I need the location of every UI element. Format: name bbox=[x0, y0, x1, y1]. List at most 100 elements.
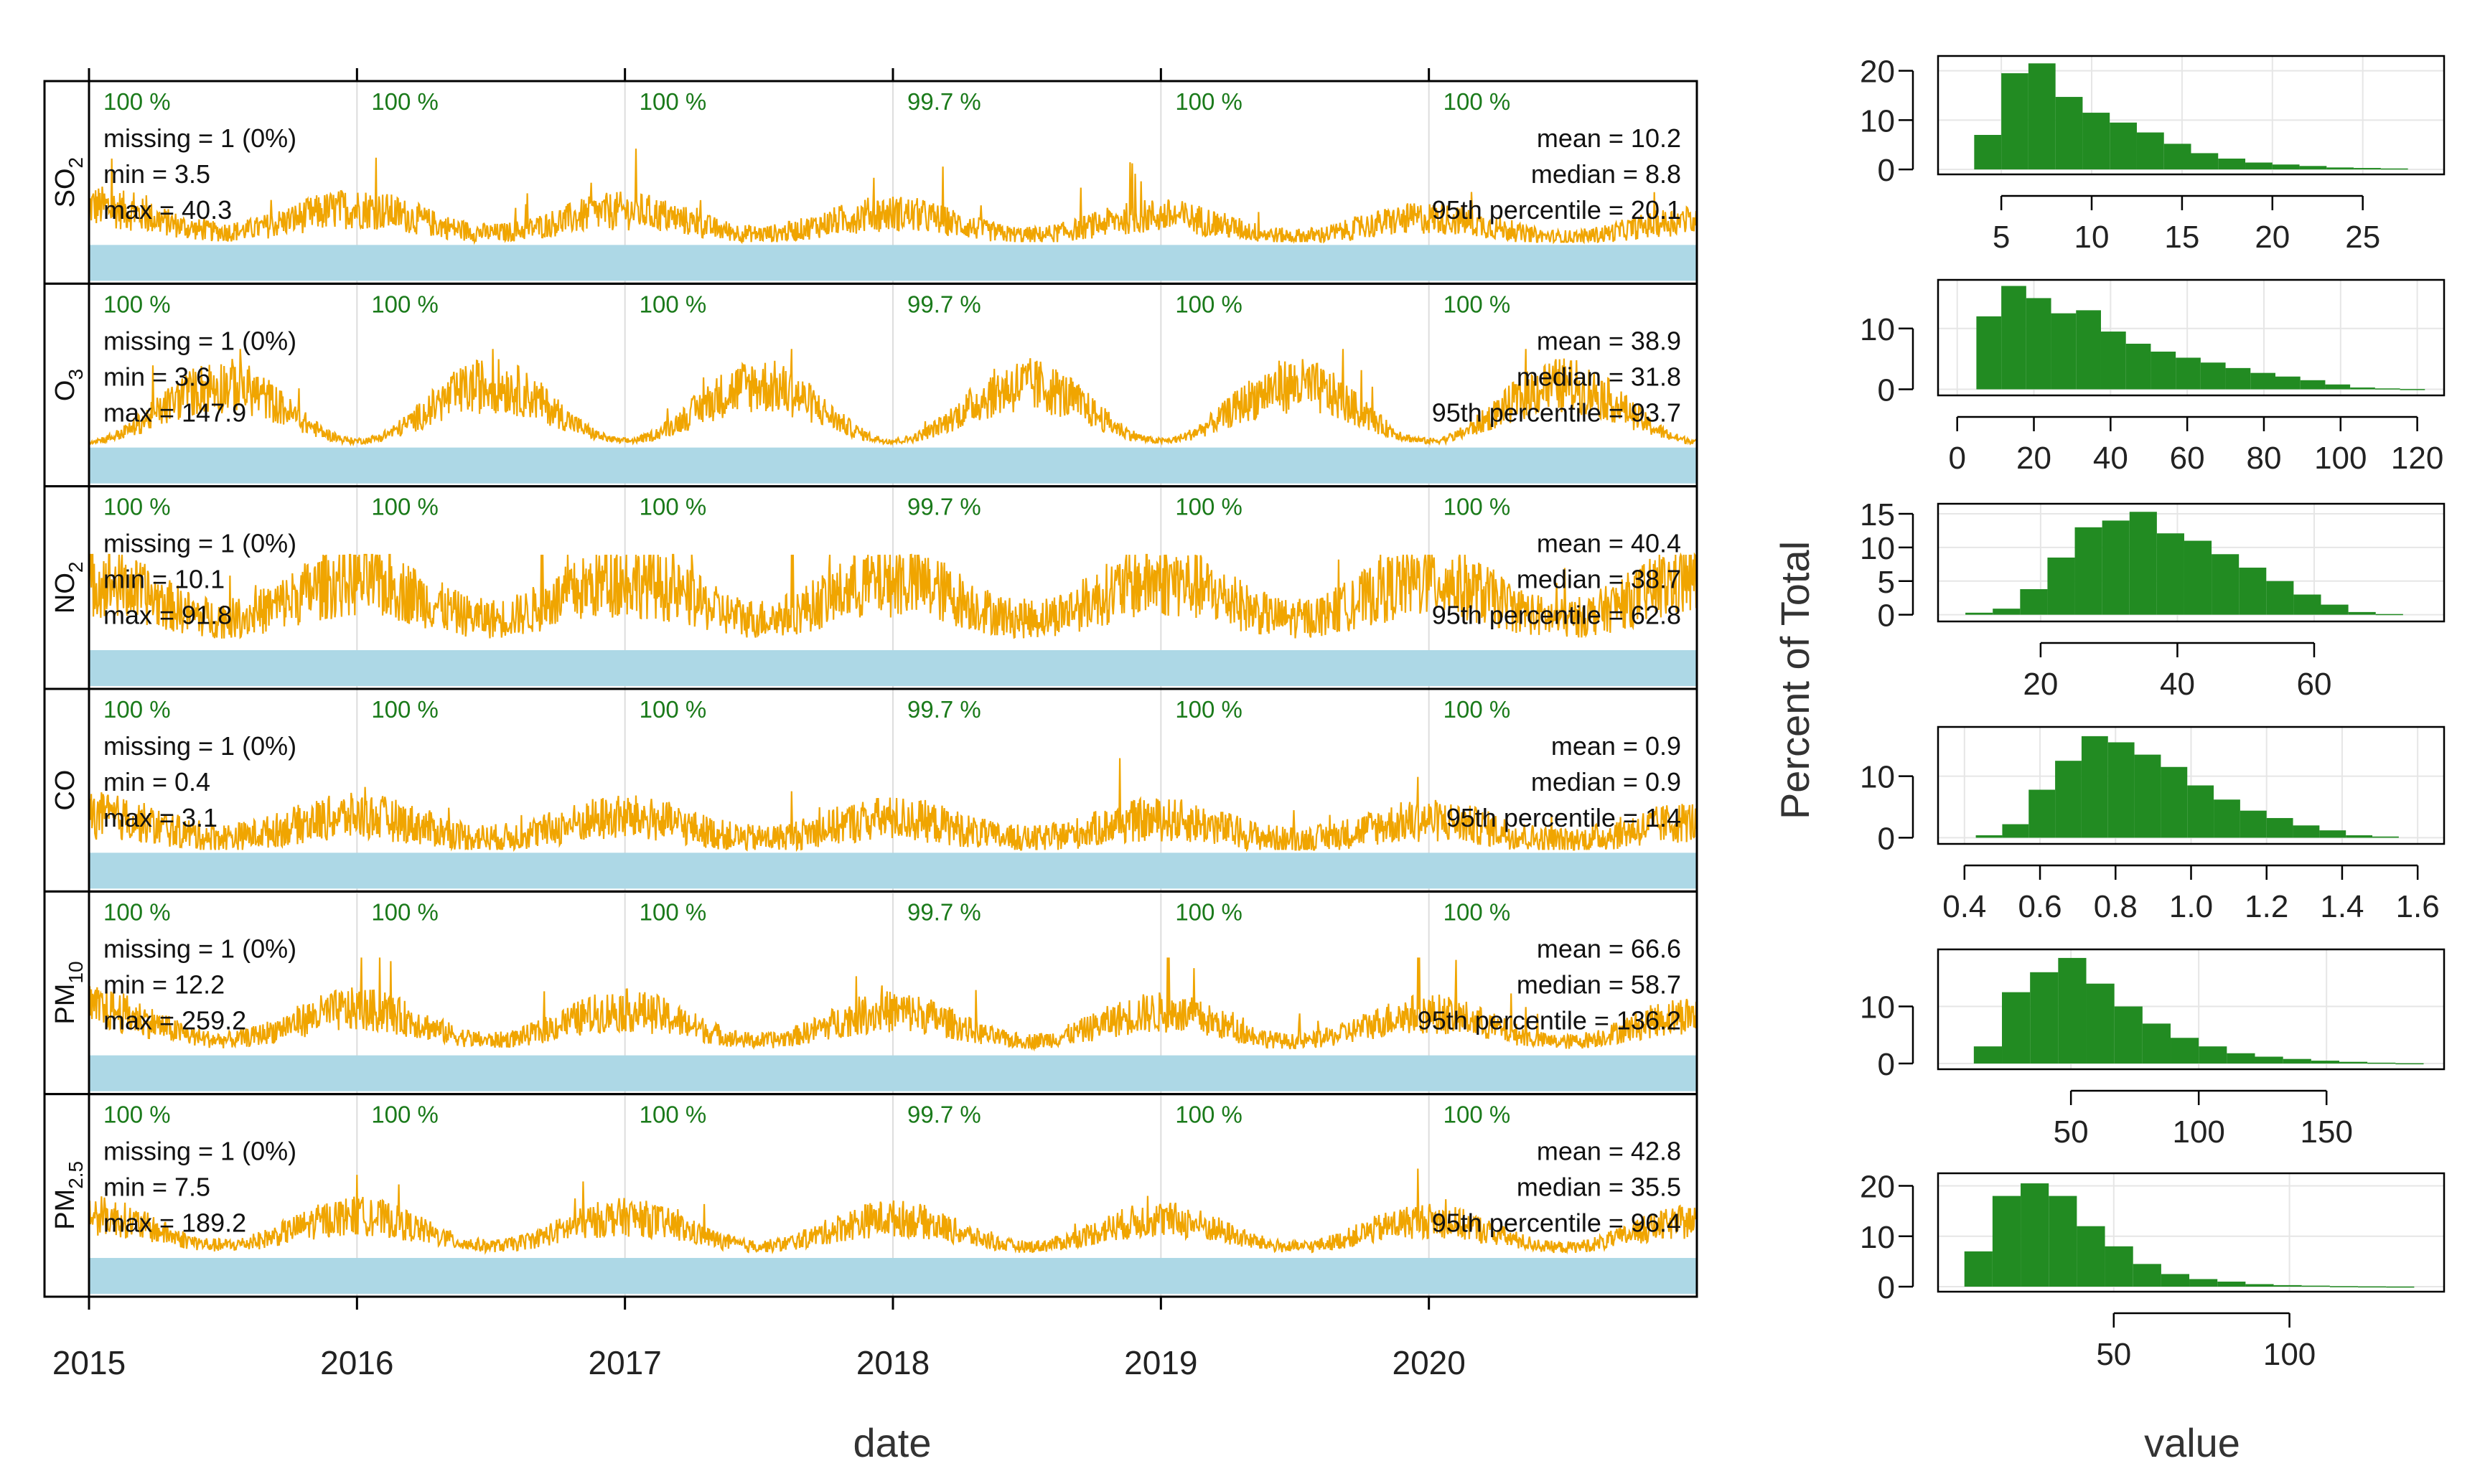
panel-so2-max: max = 40.3 bbox=[103, 195, 232, 225]
panel-no2-capture-2016: 100 % bbox=[371, 494, 439, 520]
panel-pm10-min: min = 12.2 bbox=[103, 969, 225, 999]
hist-pm10-y-tick-label-0: 0 bbox=[1878, 1047, 1895, 1082]
panel-no2-capture-2019: 100 % bbox=[1175, 494, 1242, 520]
hist-o3-bar-13 bbox=[2300, 380, 2326, 390]
hist-o3-bar-5 bbox=[2100, 332, 2126, 390]
hist-co-bar-10 bbox=[2240, 810, 2267, 838]
hist-pm10-frame bbox=[1937, 948, 2446, 1071]
panel-co-capture-2015: 100 % bbox=[103, 696, 171, 723]
panel-no2-strip bbox=[43, 485, 90, 690]
hist-co-x-tick-label-1-2: 1.2 bbox=[2245, 889, 2288, 924]
panel-o3-capture-2017: 100 % bbox=[640, 291, 707, 317]
hist-o3-x-tick-label-120: 120 bbox=[2391, 441, 2443, 476]
hist-pm10-bar-13 bbox=[2339, 1061, 2368, 1064]
hist-no2-bar-11 bbox=[2266, 581, 2294, 615]
hist-no2-y-tick-label-10: 10 bbox=[1860, 531, 1895, 566]
hist-pm2-5-y-tick-label-10: 10 bbox=[1860, 1220, 1895, 1255]
panel-o3-capture-2020: 100 % bbox=[1443, 291, 1511, 317]
panel-pm10-strip-label-main: PM bbox=[50, 984, 80, 1025]
hist-pm10-bar-8 bbox=[2199, 1046, 2227, 1064]
panel-no2-mean: mean = 40.4 bbox=[1537, 529, 1681, 558]
hist-no2-frame bbox=[1937, 502, 2446, 623]
hist-so2-y-tick-label-10: 10 bbox=[1860, 103, 1895, 138]
hist-no2-bar-13 bbox=[2321, 604, 2349, 615]
hist-so2-y-tick-label-20: 20 bbox=[1860, 55, 1895, 90]
panel-o3-max: max = 147.9 bbox=[103, 398, 246, 427]
panel-pm2-5-median: median = 35.5 bbox=[1517, 1173, 1681, 1202]
panel-pm10-capture-2016: 100 % bbox=[371, 898, 439, 925]
hist-so2: 0 10 20 5 10 15 20 25 bbox=[1860, 55, 2446, 255]
x-tick-label-2020: 2020 bbox=[1392, 1344, 1465, 1381]
hist-o3-bar-3 bbox=[2051, 313, 2077, 390]
hist-pm2-5-bar-15 bbox=[2386, 1286, 2415, 1288]
panel-co-strip-label: CO bbox=[50, 770, 80, 811]
histogram-x-axis-title: value bbox=[2144, 1420, 2240, 1465]
panel-pm2-5-strip-label-sub: 2.5 bbox=[65, 1161, 87, 1189]
panel-so2-capture-2019: 100 % bbox=[1175, 88, 1242, 115]
panel-pm10-missing: missing = 1 (0%) bbox=[103, 934, 296, 963]
hist-so2-bar-12 bbox=[2299, 166, 2327, 170]
panel-no2-strip-label-main: NO bbox=[50, 573, 80, 614]
hist-so2-bar-2 bbox=[2028, 63, 2056, 170]
panel-o3-min: min = 3.6 bbox=[103, 362, 210, 391]
panel-pm10-max: max = 259.2 bbox=[103, 1005, 246, 1035]
panel-o3-coverage-bar bbox=[89, 447, 1697, 484]
hist-pm10: 0 10 50 100 150 bbox=[1860, 948, 2446, 1150]
panel-no2-coverage-bar bbox=[89, 650, 1697, 686]
panel-pm2-5-mean: mean = 42.8 bbox=[1537, 1137, 1681, 1166]
hist-pm2-5: 0 10 20 50 100 bbox=[1860, 1170, 2446, 1372]
panel-o3: O3 100 % 100 % 100 % 99.7 % 100 % 100 % missing… bbox=[43, 282, 1698, 488]
panel-co-strip bbox=[43, 687, 90, 893]
panel-co-capture-2016: 100 % bbox=[371, 696, 439, 723]
hist-pm10-bar-5 bbox=[2114, 1006, 2143, 1064]
panel-pm2-5-strip-label: PM2.5 bbox=[50, 1161, 87, 1230]
panel-so2-median: median = 8.8 bbox=[1531, 159, 1681, 189]
panel-pm2-5-capture-2017: 100 % bbox=[640, 1102, 707, 1128]
hist-pm2-5-x-tick-label-100: 100 bbox=[2263, 1337, 2316, 1372]
panel-co-coverage-bar bbox=[89, 853, 1697, 889]
panel-so2-capture-2017: 100 % bbox=[640, 88, 707, 115]
hist-co-bar-12 bbox=[2293, 825, 2320, 838]
panel-pm10: PM10 100 % 100 % 100 % 99.7 % 100 % 100 % missi… bbox=[43, 890, 1698, 1096]
panel-co-capture-2017: 100 % bbox=[640, 696, 707, 723]
panel-no2-min: min = 10.1 bbox=[103, 565, 225, 594]
panel-o3-strip-label-sub: 3 bbox=[65, 369, 87, 380]
hist-pm2-5-x-tick-label-50: 50 bbox=[2096, 1337, 2131, 1372]
hist-pm10-x-tick-label-150: 150 bbox=[2301, 1114, 2353, 1150]
x-tick-label-2017: 2017 bbox=[588, 1344, 661, 1381]
hist-so2-bar-3 bbox=[2055, 97, 2083, 170]
hist-pm10-bar-15 bbox=[2395, 1063, 2424, 1065]
hist-co-bar-4 bbox=[2081, 736, 2108, 838]
hist-no2-bar-15 bbox=[2375, 614, 2403, 616]
hist-o3-y-tick-label-0: 0 bbox=[1878, 373, 1895, 408]
hist-pm2-5-bar-3 bbox=[2049, 1196, 2077, 1287]
hist-o3-bar-9 bbox=[2200, 362, 2226, 390]
hist-o3-bar-1 bbox=[2001, 286, 2026, 390]
hist-pm10-bar-10 bbox=[2255, 1056, 2283, 1064]
panel-o3-capture-2019: 100 % bbox=[1175, 291, 1242, 317]
hist-pm10-bar-0 bbox=[1973, 1046, 2003, 1064]
panel-pm2-5-max: max = 189.2 bbox=[103, 1208, 246, 1238]
panel-pm10-mean: mean = 66.6 bbox=[1537, 934, 1681, 963]
panel-co-series-line bbox=[88, 758, 1698, 853]
panel-pm10-coverage-bar bbox=[89, 1055, 1697, 1091]
hist-pm2-5-bar-0 bbox=[1964, 1251, 1993, 1287]
hist-pm2-5-y-tick-label-0: 0 bbox=[1878, 1270, 1895, 1305]
hist-co: 0 10 0.4 0.6 0.8 1.0 1.2 1.4 1.6 bbox=[1860, 725, 2446, 924]
hist-o3-bar-15 bbox=[2350, 387, 2375, 390]
hist-o3-bar-12 bbox=[2275, 376, 2301, 390]
hist-o3-bar-8 bbox=[2176, 357, 2201, 390]
panel-pm2-5-capture-2019: 100 % bbox=[1175, 1102, 1242, 1128]
hist-pm10-bar-3 bbox=[2058, 957, 2087, 1064]
panel-co-median: median = 0.9 bbox=[1531, 767, 1681, 797]
hist-o3-bar-17 bbox=[2400, 389, 2425, 390]
hist-so2-x-tick-label-20: 20 bbox=[2255, 220, 2290, 255]
hist-co-bar-9 bbox=[2214, 799, 2240, 838]
panel-so2: SO2 100 % 100 % 100 % 99.7 % 100 % 100 % missin… bbox=[43, 80, 1698, 285]
hist-so2-x-tick-label-5: 5 bbox=[1993, 220, 2010, 255]
hist-so2-bar-1 bbox=[2001, 73, 2028, 170]
hist-pm10-x-tick-label-50: 50 bbox=[2054, 1114, 2089, 1150]
